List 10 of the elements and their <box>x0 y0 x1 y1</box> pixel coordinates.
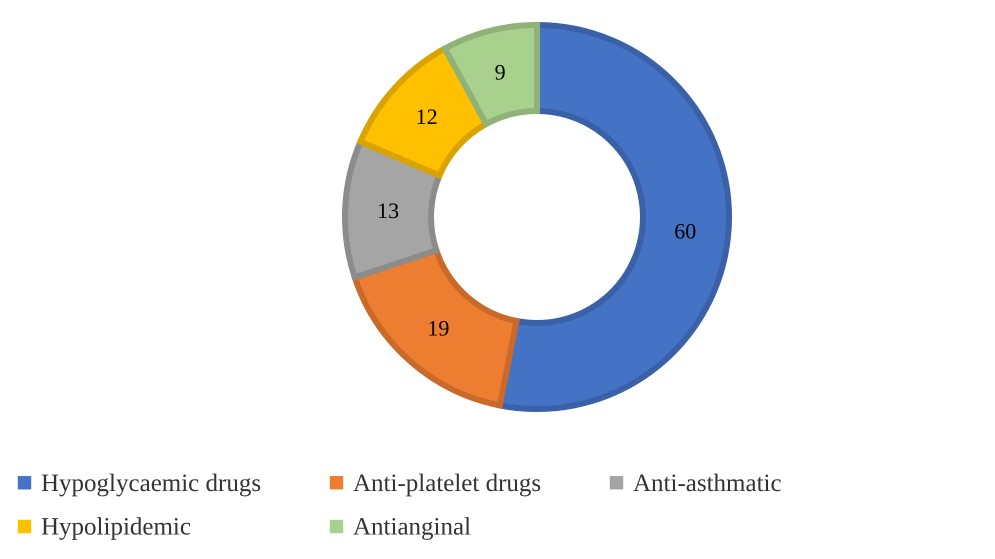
data-label: 60 <box>674 218 696 244</box>
data-label: 13 <box>377 198 400 223</box>
legend-label: Anti-asthmatic <box>633 470 782 497</box>
legend-label: Anti-platelet drugs <box>353 470 542 497</box>
data-label: 12 <box>416 104 438 129</box>
legend-label: Hypoglycaemic drugs <box>41 470 262 497</box>
legend-label: Hypolipidemic <box>41 514 191 540</box>
legend-label: Antianginal <box>353 514 472 540</box>
data-label: 19 <box>427 316 450 341</box>
data-label: 9 <box>494 60 506 85</box>
